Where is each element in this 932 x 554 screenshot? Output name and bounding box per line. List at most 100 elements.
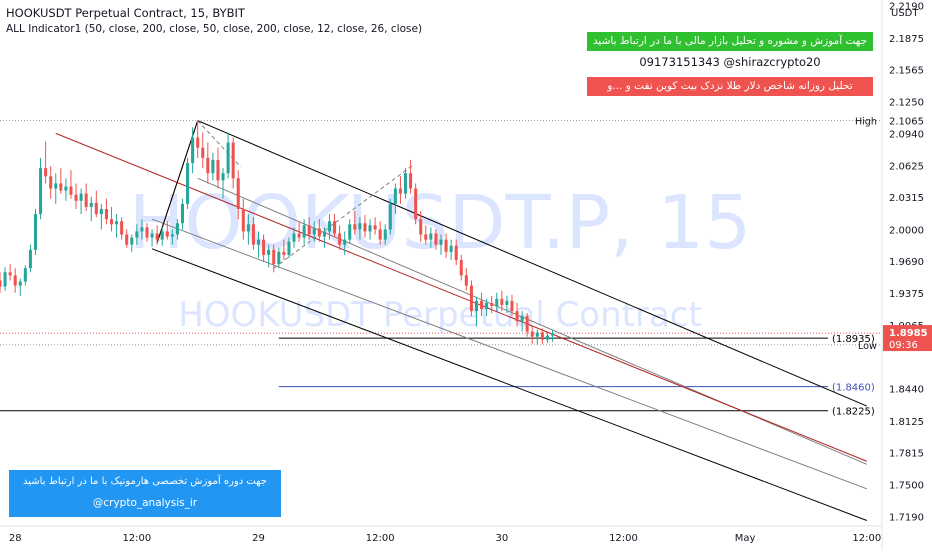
candle[interactable]: [3, 267, 7, 291]
candle[interactable]: [535, 329, 539, 345]
candle[interactable]: [292, 227, 296, 248]
candle[interactable]: [338, 225, 342, 250]
candle[interactable]: [469, 280, 473, 317]
candle[interactable]: [439, 234, 443, 255]
candle[interactable]: [28, 244, 32, 273]
candle[interactable]: [419, 211, 423, 242]
candle[interactable]: [160, 227, 164, 246]
channel-line-handle[interactable]: [156, 120, 199, 243]
candle[interactable]: [368, 219, 372, 240]
candle[interactable]: [297, 221, 301, 242]
candle[interactable]: [39, 157, 43, 220]
candle[interactable]: [398, 176, 402, 204]
candle[interactable]: [226, 132, 230, 179]
candle[interactable]: [211, 152, 215, 181]
candle[interactable]: [540, 328, 544, 344]
candle[interactable]: [267, 244, 271, 268]
candle[interactable]: [378, 221, 382, 245]
candle[interactable]: [191, 127, 195, 174]
candle[interactable]: [388, 198, 392, 235]
candle[interactable]: [79, 188, 83, 215]
candle[interactable]: [459, 254, 463, 281]
channel-line-outer-lower[interactable]: [151, 248, 867, 521]
candle[interactable]: [216, 147, 220, 189]
candle[interactable]: [150, 229, 154, 247]
channel-line-inner-lower[interactable]: [151, 218, 867, 490]
candle[interactable]: [206, 142, 210, 184]
candle[interactable]: [510, 294, 514, 317]
candle[interactable]: [170, 229, 174, 245]
candle[interactable]: [505, 295, 509, 314]
candle[interactable]: [363, 215, 367, 238]
candle[interactable]: [353, 211, 357, 235]
candle[interactable]: [333, 214, 337, 238]
candle[interactable]: [530, 326, 534, 344]
candle[interactable]: [49, 166, 53, 199]
candle[interactable]: [23, 265, 27, 286]
candle[interactable]: [495, 292, 499, 312]
candle[interactable]: [130, 234, 134, 252]
candle[interactable]: [545, 331, 549, 343]
candle[interactable]: [155, 225, 159, 245]
candle[interactable]: [236, 170, 240, 220]
candle[interactable]: [115, 214, 119, 238]
candle[interactable]: [358, 217, 362, 240]
candle[interactable]: [69, 170, 73, 199]
candle[interactable]: [490, 295, 494, 314]
candle[interactable]: [33, 208, 38, 255]
candle[interactable]: [282, 239, 286, 261]
candle[interactable]: [59, 168, 63, 194]
candle[interactable]: [13, 268, 17, 293]
candle[interactable]: [231, 137, 235, 189]
candle[interactable]: [480, 292, 484, 317]
candle[interactable]: [317, 219, 321, 242]
candle[interactable]: [89, 196, 93, 222]
candle[interactable]: [8, 264, 12, 281]
candle[interactable]: [54, 173, 58, 204]
candle[interactable]: [343, 231, 347, 255]
candle[interactable]: [44, 141, 48, 184]
candle[interactable]: [500, 290, 504, 312]
candle[interactable]: [383, 224, 387, 245]
candle[interactable]: [140, 219, 144, 240]
channel-line-outer-upper[interactable]: [197, 120, 867, 407]
candle[interactable]: [414, 183, 418, 225]
candle[interactable]: [18, 278, 22, 296]
candle[interactable]: [180, 198, 185, 230]
candle[interactable]: [464, 268, 468, 291]
candle[interactable]: [424, 225, 428, 245]
candle[interactable]: [0, 272, 2, 293]
indicator-legend[interactable]: ALL Indicator1 (50, close, 200, close, 5…: [6, 23, 423, 35]
candle[interactable]: [74, 183, 78, 209]
candle[interactable]: [373, 217, 377, 235]
channel-line-median[interactable]: [55, 132, 867, 462]
candle[interactable]: [327, 214, 332, 240]
candle[interactable]: [393, 183, 397, 215]
candle[interactable]: [251, 217, 255, 250]
candle[interactable]: [256, 231, 261, 258]
candle[interactable]: [120, 217, 124, 240]
candle[interactable]: [403, 168, 408, 199]
candle[interactable]: [277, 247, 281, 269]
candle[interactable]: [525, 313, 529, 337]
candle[interactable]: [307, 217, 311, 240]
candle[interactable]: [135, 224, 139, 245]
candle[interactable]: [109, 206, 114, 232]
candle[interactable]: [125, 229, 129, 248]
candle[interactable]: [241, 198, 245, 240]
candle[interactable]: [312, 221, 316, 242]
candle[interactable]: [145, 223, 149, 242]
candle[interactable]: [287, 237, 291, 258]
candle[interactable]: [434, 229, 438, 250]
candle[interactable]: [520, 311, 524, 332]
candle[interactable]: [474, 296, 479, 327]
candle[interactable]: [246, 214, 250, 245]
candle[interactable]: [429, 227, 433, 248]
candle[interactable]: [302, 219, 306, 245]
candle[interactable]: [454, 239, 458, 266]
candle[interactable]: [186, 157, 190, 209]
dashed-guide-line[interactable]: [273, 164, 414, 269]
candle[interactable]: [262, 234, 266, 263]
candle[interactable]: [272, 244, 276, 273]
candle[interactable]: [449, 239, 453, 261]
